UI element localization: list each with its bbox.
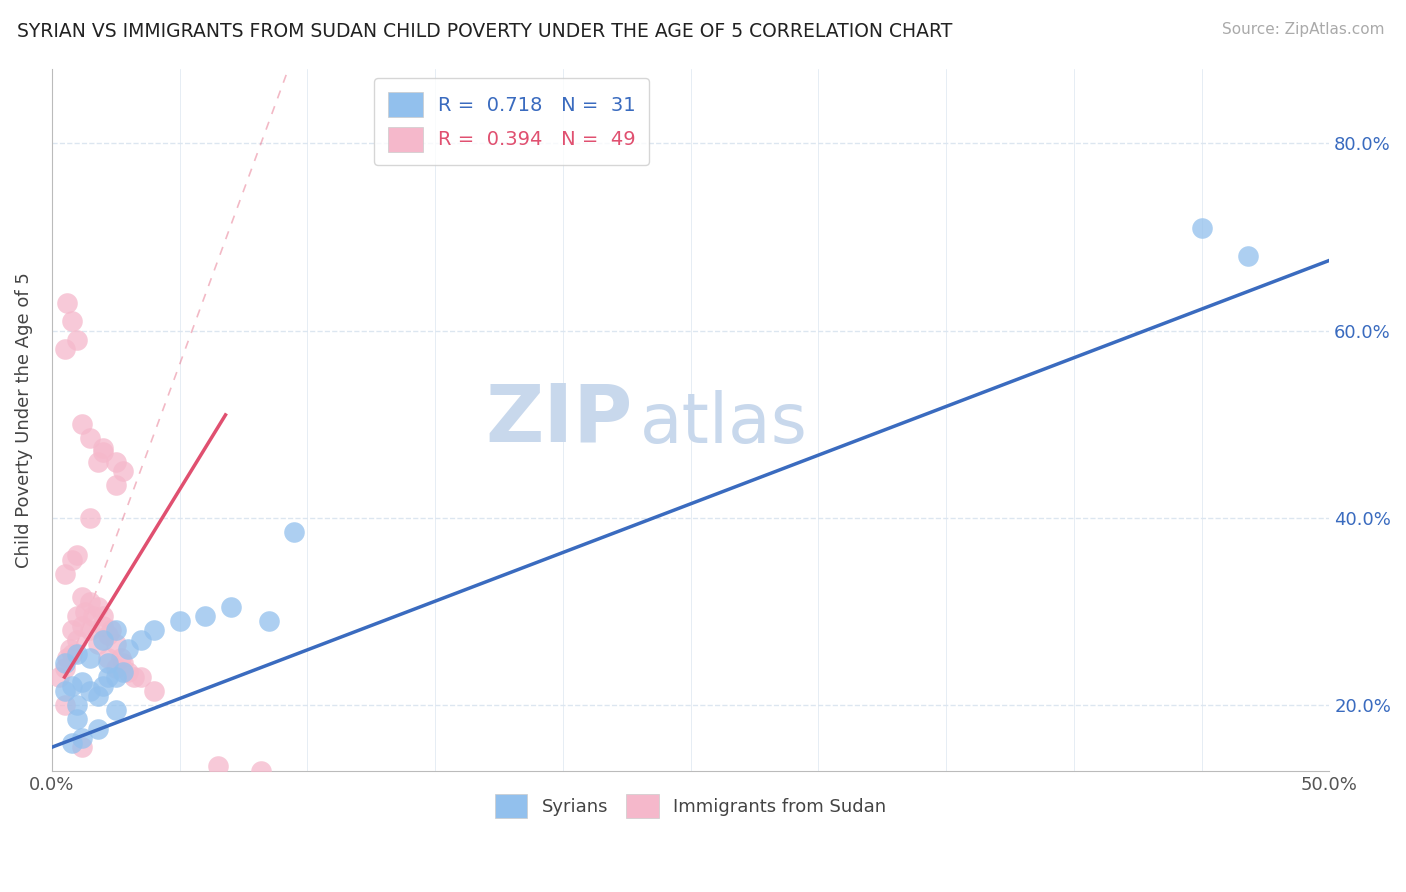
Point bbox=[60, 680, 83, 694]
Point bbox=[72, 618, 94, 632]
Point bbox=[72, 731, 94, 745]
Point bbox=[104, 661, 127, 675]
Point bbox=[53, 343, 76, 357]
Point bbox=[97, 651, 120, 665]
Point bbox=[60, 553, 83, 567]
Point bbox=[72, 417, 94, 432]
Point bbox=[60, 736, 83, 750]
Point bbox=[169, 614, 191, 628]
Point bbox=[97, 656, 120, 670]
Point bbox=[122, 670, 145, 684]
Point bbox=[91, 618, 114, 632]
Point bbox=[53, 567, 76, 582]
Text: Source: ZipAtlas.com: Source: ZipAtlas.com bbox=[1222, 22, 1385, 37]
Point bbox=[53, 661, 76, 675]
Text: ZIP: ZIP bbox=[485, 381, 633, 458]
Point bbox=[66, 698, 89, 713]
Point bbox=[104, 637, 127, 651]
Text: atlas: atlas bbox=[640, 390, 807, 457]
Point bbox=[53, 698, 76, 713]
Point bbox=[66, 647, 89, 661]
Point bbox=[79, 431, 101, 445]
Point bbox=[66, 712, 89, 726]
Point bbox=[72, 740, 94, 755]
Point bbox=[257, 614, 280, 628]
Point bbox=[56, 651, 79, 665]
Point bbox=[56, 295, 79, 310]
Point bbox=[104, 670, 127, 684]
Point bbox=[66, 333, 89, 347]
Point bbox=[66, 549, 89, 563]
Point bbox=[79, 624, 101, 638]
Point bbox=[87, 637, 110, 651]
Point bbox=[72, 674, 94, 689]
Point bbox=[129, 632, 152, 647]
Point bbox=[194, 609, 217, 624]
Point bbox=[87, 689, 110, 703]
Point bbox=[73, 605, 96, 619]
Point bbox=[110, 651, 132, 665]
Point bbox=[100, 624, 122, 638]
Point bbox=[91, 632, 114, 647]
Point bbox=[66, 632, 89, 647]
Point bbox=[1191, 220, 1213, 235]
Point bbox=[207, 759, 229, 773]
Point bbox=[72, 591, 94, 605]
Point bbox=[82, 609, 104, 624]
Point bbox=[250, 764, 273, 778]
Point bbox=[104, 703, 127, 717]
Text: SYRIAN VS IMMIGRANTS FROM SUDAN CHILD POVERTY UNDER THE AGE OF 5 CORRELATION CHA: SYRIAN VS IMMIGRANTS FROM SUDAN CHILD PO… bbox=[17, 22, 952, 41]
Point bbox=[79, 595, 101, 609]
Point bbox=[53, 656, 76, 670]
Point bbox=[283, 524, 305, 539]
Point bbox=[104, 455, 127, 469]
Point bbox=[129, 670, 152, 684]
Point bbox=[117, 642, 139, 657]
Point bbox=[104, 624, 127, 638]
Point bbox=[91, 441, 114, 455]
Legend: Syrians, Immigrants from Sudan: Syrians, Immigrants from Sudan bbox=[488, 788, 894, 825]
Point bbox=[91, 680, 114, 694]
Point bbox=[53, 684, 76, 698]
Point bbox=[97, 628, 120, 642]
Point bbox=[48, 670, 70, 684]
Point bbox=[87, 599, 110, 614]
Point bbox=[66, 609, 89, 624]
Point bbox=[60, 314, 83, 328]
Point bbox=[91, 609, 114, 624]
Point bbox=[97, 670, 120, 684]
Point bbox=[91, 445, 114, 459]
Point bbox=[142, 624, 165, 638]
Point bbox=[117, 665, 139, 680]
Point bbox=[104, 478, 127, 492]
Point bbox=[219, 599, 242, 614]
Y-axis label: Child Poverty Under the Age of 5: Child Poverty Under the Age of 5 bbox=[15, 272, 32, 567]
Point bbox=[79, 651, 101, 665]
Point bbox=[1236, 249, 1258, 263]
Point bbox=[79, 684, 101, 698]
Point bbox=[60, 624, 83, 638]
Point bbox=[87, 722, 110, 736]
Point bbox=[60, 647, 83, 661]
Point bbox=[87, 455, 110, 469]
Point bbox=[59, 642, 82, 657]
Point bbox=[112, 464, 135, 478]
Point bbox=[142, 684, 165, 698]
Point bbox=[112, 665, 135, 680]
Point bbox=[79, 511, 101, 525]
Point bbox=[112, 656, 135, 670]
